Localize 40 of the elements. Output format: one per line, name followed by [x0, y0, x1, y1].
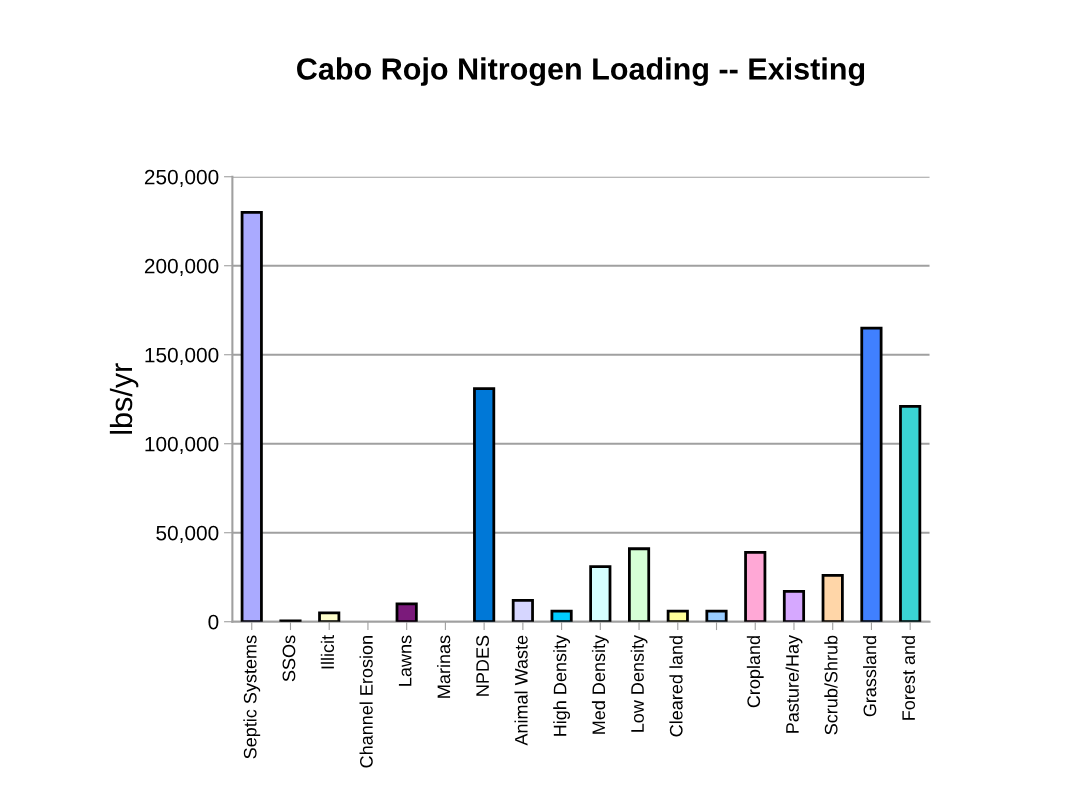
bar: [860, 326, 883, 622]
x-tick-label: Cleared land: [669, 636, 683, 737]
y-tick-label: 250,000: [144, 169, 219, 187]
bar: [395, 602, 418, 622]
x-tick-label: Pasture/Hay: [785, 634, 803, 733]
x-tick-label: Septic Systems: [243, 635, 261, 759]
bar: [589, 565, 612, 622]
x-tick-label: Forest and: [901, 636, 916, 720]
bar: [782, 590, 806, 622]
bar: [899, 404, 922, 622]
x-tick-label: High Density: [553, 634, 571, 736]
x-tick-label: Animal Waste: [514, 635, 528, 746]
bar: [240, 210, 263, 622]
chart-title: Cabo Rojo Nitrogen Loading -- Existing: [297, 57, 865, 86]
x-tick-label: Low Density: [630, 634, 648, 732]
bar: [744, 550, 767, 622]
x-tick-label: SSOs: [282, 635, 296, 682]
bar: [627, 547, 651, 622]
bar: [666, 609, 689, 622]
x-tick-label: Channel Erosion: [359, 636, 373, 768]
x-tick-label: Illicit: [320, 635, 335, 669]
y-tick-label: 0: [208, 614, 219, 630]
bar: [550, 609, 573, 622]
x-tick-label: Scrub/Shrub: [824, 635, 838, 735]
bar: [705, 609, 728, 622]
bar: [473, 387, 496, 622]
y-tick-label: 50,000: [156, 525, 219, 543]
x-tick-label: Cropland: [746, 636, 764, 708]
x-tick-label: NPDES: [476, 635, 489, 696]
y-tick-label: 200,000: [144, 258, 219, 276]
x-tick-label: Med Density: [591, 634, 609, 734]
bar: [318, 611, 341, 622]
y-tick-label: 150,000: [145, 347, 219, 365]
x-tick-label: Marinas: [436, 635, 451, 698]
bar: [511, 598, 534, 622]
y-tick-label: 100,000: [145, 436, 219, 454]
bar: [821, 574, 844, 622]
y-axis-title: lbs/yr: [109, 363, 139, 434]
x-tick-label: Lawns: [398, 635, 412, 686]
x-tick-label: Grassland: [863, 636, 877, 717]
